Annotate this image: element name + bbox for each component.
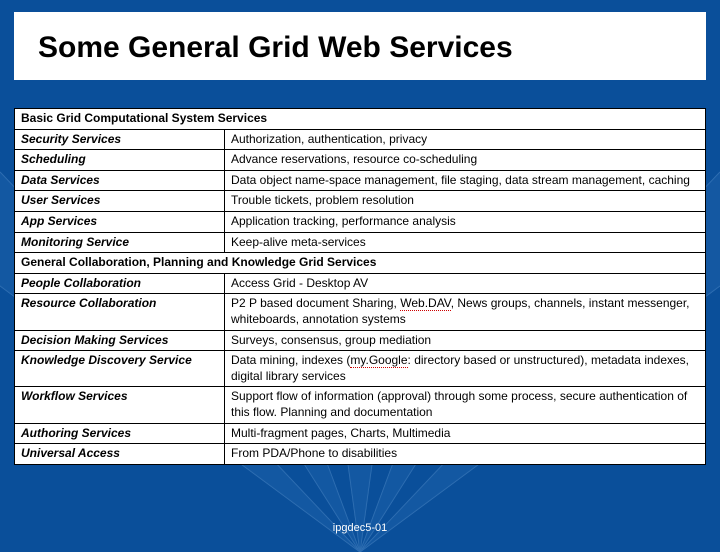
service-desc: Surveys, consensus, group mediation (225, 330, 706, 351)
service-name: Decision Making Services (15, 330, 225, 351)
service-name: Workflow Services (15, 387, 225, 423)
service-name: Data Services (15, 170, 225, 191)
services-table-wrap: Basic Grid Computational System Services… (14, 108, 706, 465)
service-desc: Application tracking, performance analys… (225, 211, 706, 232)
service-name: User Services (15, 191, 225, 212)
table-row: Universal AccessFrom PDA/Phone to disabi… (15, 444, 706, 465)
table-row: Data ServicesData object name-space mana… (15, 170, 706, 191)
section-header: Basic Grid Computational System Services (15, 109, 706, 130)
table-row: Monitoring ServiceKeep-alive meta-servic… (15, 232, 706, 253)
service-desc: Multi-fragment pages, Charts, Multimedia (225, 423, 706, 444)
service-name: Resource Collaboration (15, 294, 225, 330)
service-desc: Trouble tickets, problem resolution (225, 191, 706, 212)
service-desc: Data mining, indexes (my.Google: directo… (225, 351, 706, 387)
table-row: Decision Making ServicesSurveys, consens… (15, 330, 706, 351)
table-row: Knowledge Discovery ServiceData mining, … (15, 351, 706, 387)
table-row: Security ServicesAuthorization, authenti… (15, 129, 706, 150)
slide-title: Some General Grid Web Services (14, 12, 706, 80)
section-header: General Collaboration, Planning and Know… (15, 253, 706, 274)
service-desc: P2 P based document Sharing, Web.DAV, Ne… (225, 294, 706, 330)
table-row: Resource CollaborationP2 P based documen… (15, 294, 706, 330)
table-row: Workflow ServicesSupport flow of informa… (15, 387, 706, 423)
service-desc: Support flow of information (approval) t… (225, 387, 706, 423)
service-desc: Authorization, authentication, privacy (225, 129, 706, 150)
service-name: Monitoring Service (15, 232, 225, 253)
service-desc: Data object name-space management, file … (225, 170, 706, 191)
service-desc: Access Grid - Desktop AV (225, 273, 706, 294)
service-name: Security Services (15, 129, 225, 150)
service-name: App Services (15, 211, 225, 232)
service-desc: Keep-alive meta-services (225, 232, 706, 253)
table-row: User ServicesTrouble tickets, problem re… (15, 191, 706, 212)
table-row: Authoring ServicesMulti-fragment pages, … (15, 423, 706, 444)
services-table: Basic Grid Computational System Services… (14, 108, 706, 465)
service-name: Knowledge Discovery Service (15, 351, 225, 387)
table-row: People CollaborationAccess Grid - Deskto… (15, 273, 706, 294)
table-row: SchedulingAdvance reservations, resource… (15, 150, 706, 171)
service-name: People Collaboration (15, 273, 225, 294)
service-name: Scheduling (15, 150, 225, 171)
slide-footer: ipgdec5-01 (0, 522, 720, 534)
service-desc: Advance reservations, resource co-schedu… (225, 150, 706, 171)
service-name: Authoring Services (15, 423, 225, 444)
table-row: App ServicesApplication tracking, perfor… (15, 211, 706, 232)
service-name: Universal Access (15, 444, 225, 465)
service-desc: From PDA/Phone to disabilities (225, 444, 706, 465)
